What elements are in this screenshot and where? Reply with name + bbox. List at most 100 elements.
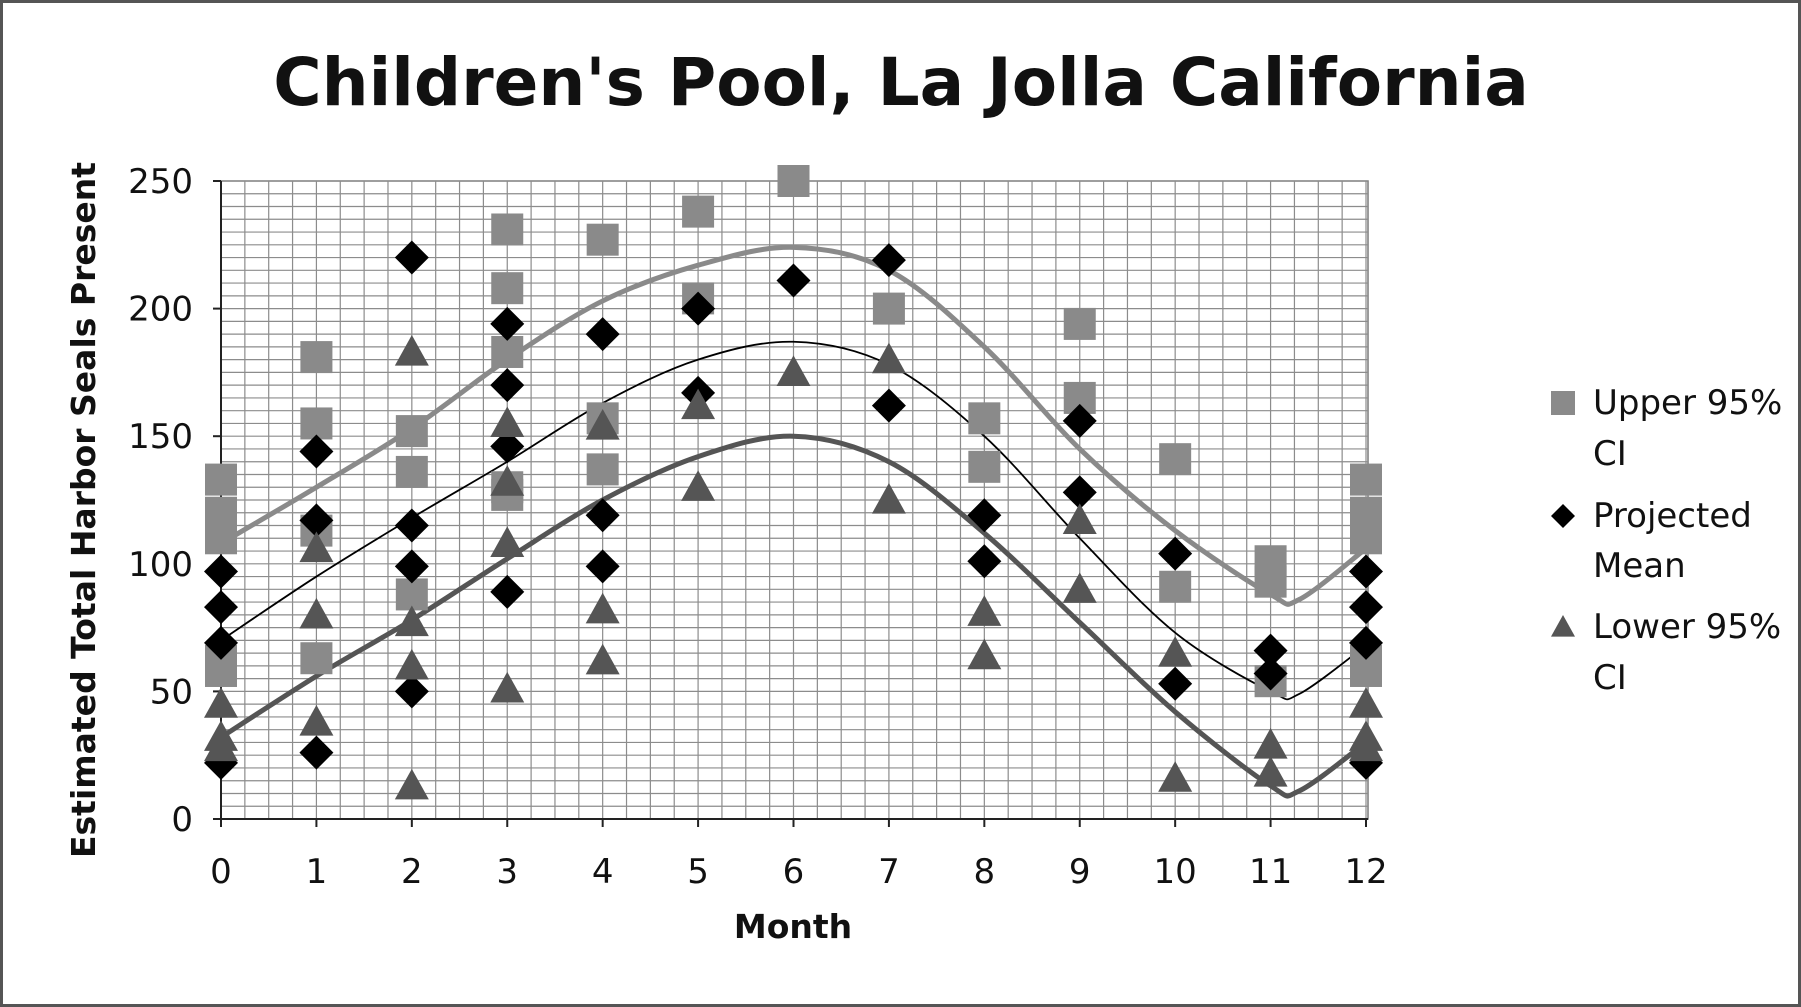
lower-ci-point [299,705,334,736]
y-tick-label: 150 [128,417,193,457]
mean-point [299,434,334,469]
upper-ci-point [395,578,428,611]
upper-ci-point [1350,522,1382,555]
y-tick-label: 0 [171,800,193,840]
lower-ci-point [394,334,429,366]
mean-point [1349,554,1383,589]
lower-ci-point [1253,756,1288,787]
upper-ci-point [491,335,524,368]
upper-ci-point [968,450,1001,483]
mean-point [394,549,429,584]
upper-ci-point [491,213,524,246]
mean-point [585,317,620,352]
upper-ci-point [586,223,619,256]
legend-label-line2: CI [1593,434,1627,474]
lower-ci-point [394,768,429,800]
x-tick-label: 4 [592,852,614,892]
x-tick-label: 12 [1344,852,1387,892]
y-tick-label: 50 [150,672,193,712]
lower-ci-point [1062,572,1097,603]
y-tick-label: 100 [128,545,193,585]
upper-ci-point [1159,443,1192,476]
mean-point [204,625,238,660]
lower-ci-point [1349,730,1383,762]
lower-ci-point [967,595,1002,626]
mean-point [871,243,906,278]
x-tick-label: 11 [1249,852,1292,892]
x-tick-label: 5 [687,852,709,892]
mean-point [394,674,429,709]
legend-marker-mean [1551,504,1575,528]
legend-marker-upper-ci [1551,391,1575,415]
upper-ci-point [205,522,237,555]
y-tick-label: 250 [128,162,193,202]
mean-point [871,388,906,423]
mean-point [1349,590,1383,625]
lower-ci-point [1158,636,1193,667]
legend-label-line2: Mean [1593,546,1686,586]
lower-ci-point [681,388,716,420]
y-axis-label: Estimated Total Harbor Seals Present [64,162,103,858]
lower-ci-point [394,605,429,637]
upper-ci-point [682,195,715,228]
x-tick-label: 1 [306,852,328,892]
lower-ci-point [1253,727,1288,759]
lower-ci-point [585,643,620,675]
data-points [204,165,1383,800]
mean-point [776,263,811,298]
upper-ci-point [300,642,333,675]
mean-point [299,735,334,770]
upper-ci-point [300,341,333,374]
mean-point [1158,536,1193,571]
mean-point [1253,656,1288,691]
x-tick-label: 10 [1154,852,1197,892]
chart-title: Children's Pool, La Jolla California [273,44,1529,121]
lower-ci-point [1158,761,1193,792]
upper-ci-point [872,292,905,325]
legend: Upper 95% CI Projected Mean Lower 95% CI [1551,383,1782,698]
legend-label-line2: CI [1593,658,1627,698]
mean-point [1253,633,1288,668]
mean-point [1349,625,1383,660]
mean-point [1158,666,1193,701]
upper-ci-point [300,407,333,440]
upper-ci-point [586,453,619,486]
lower-ci-point [299,531,334,563]
lower-ci-point [204,730,238,762]
y-tick-label: 200 [128,290,193,330]
upper-ci-point [395,455,428,488]
upper-ci-point [777,165,810,197]
upper-ci-point [1063,307,1096,340]
x-tick-label: 6 [783,852,805,892]
mean-point [299,503,334,538]
mean-point [967,544,1002,579]
x-tick-label: 7 [878,852,900,892]
lower-ci-point [490,526,525,557]
lower-ci-point [967,638,1002,670]
upper-ci-point [968,402,1001,435]
x-tick-label: 2 [401,852,423,892]
mean-point [394,508,429,543]
upper-ci-point [205,463,237,496]
lower-ci-point [776,355,811,386]
lower-ci-point [1349,687,1383,718]
lower-ci-point [871,342,906,374]
lower-ci-point [1062,503,1097,535]
mean-point [1062,403,1097,438]
mean-point [394,240,429,275]
mean-point [1062,475,1097,510]
upper-ci-point [395,415,428,448]
legend-label-line1: Lower 95% [1593,607,1781,647]
legend-label-line1: Upper 95% [1593,383,1782,423]
chart-canvas: Children's Pool, La Jolla California 050… [64,44,1782,946]
x-tick-label: 0 [210,852,232,892]
lower-ci-point [871,483,906,514]
upper-ci-point [491,272,524,305]
upper-ci-point [1159,570,1192,603]
lower-ci-point [394,648,429,680]
lower-ci-point-group [204,334,1383,800]
x-tick-label: 3 [496,852,518,892]
mean-point [490,368,525,403]
